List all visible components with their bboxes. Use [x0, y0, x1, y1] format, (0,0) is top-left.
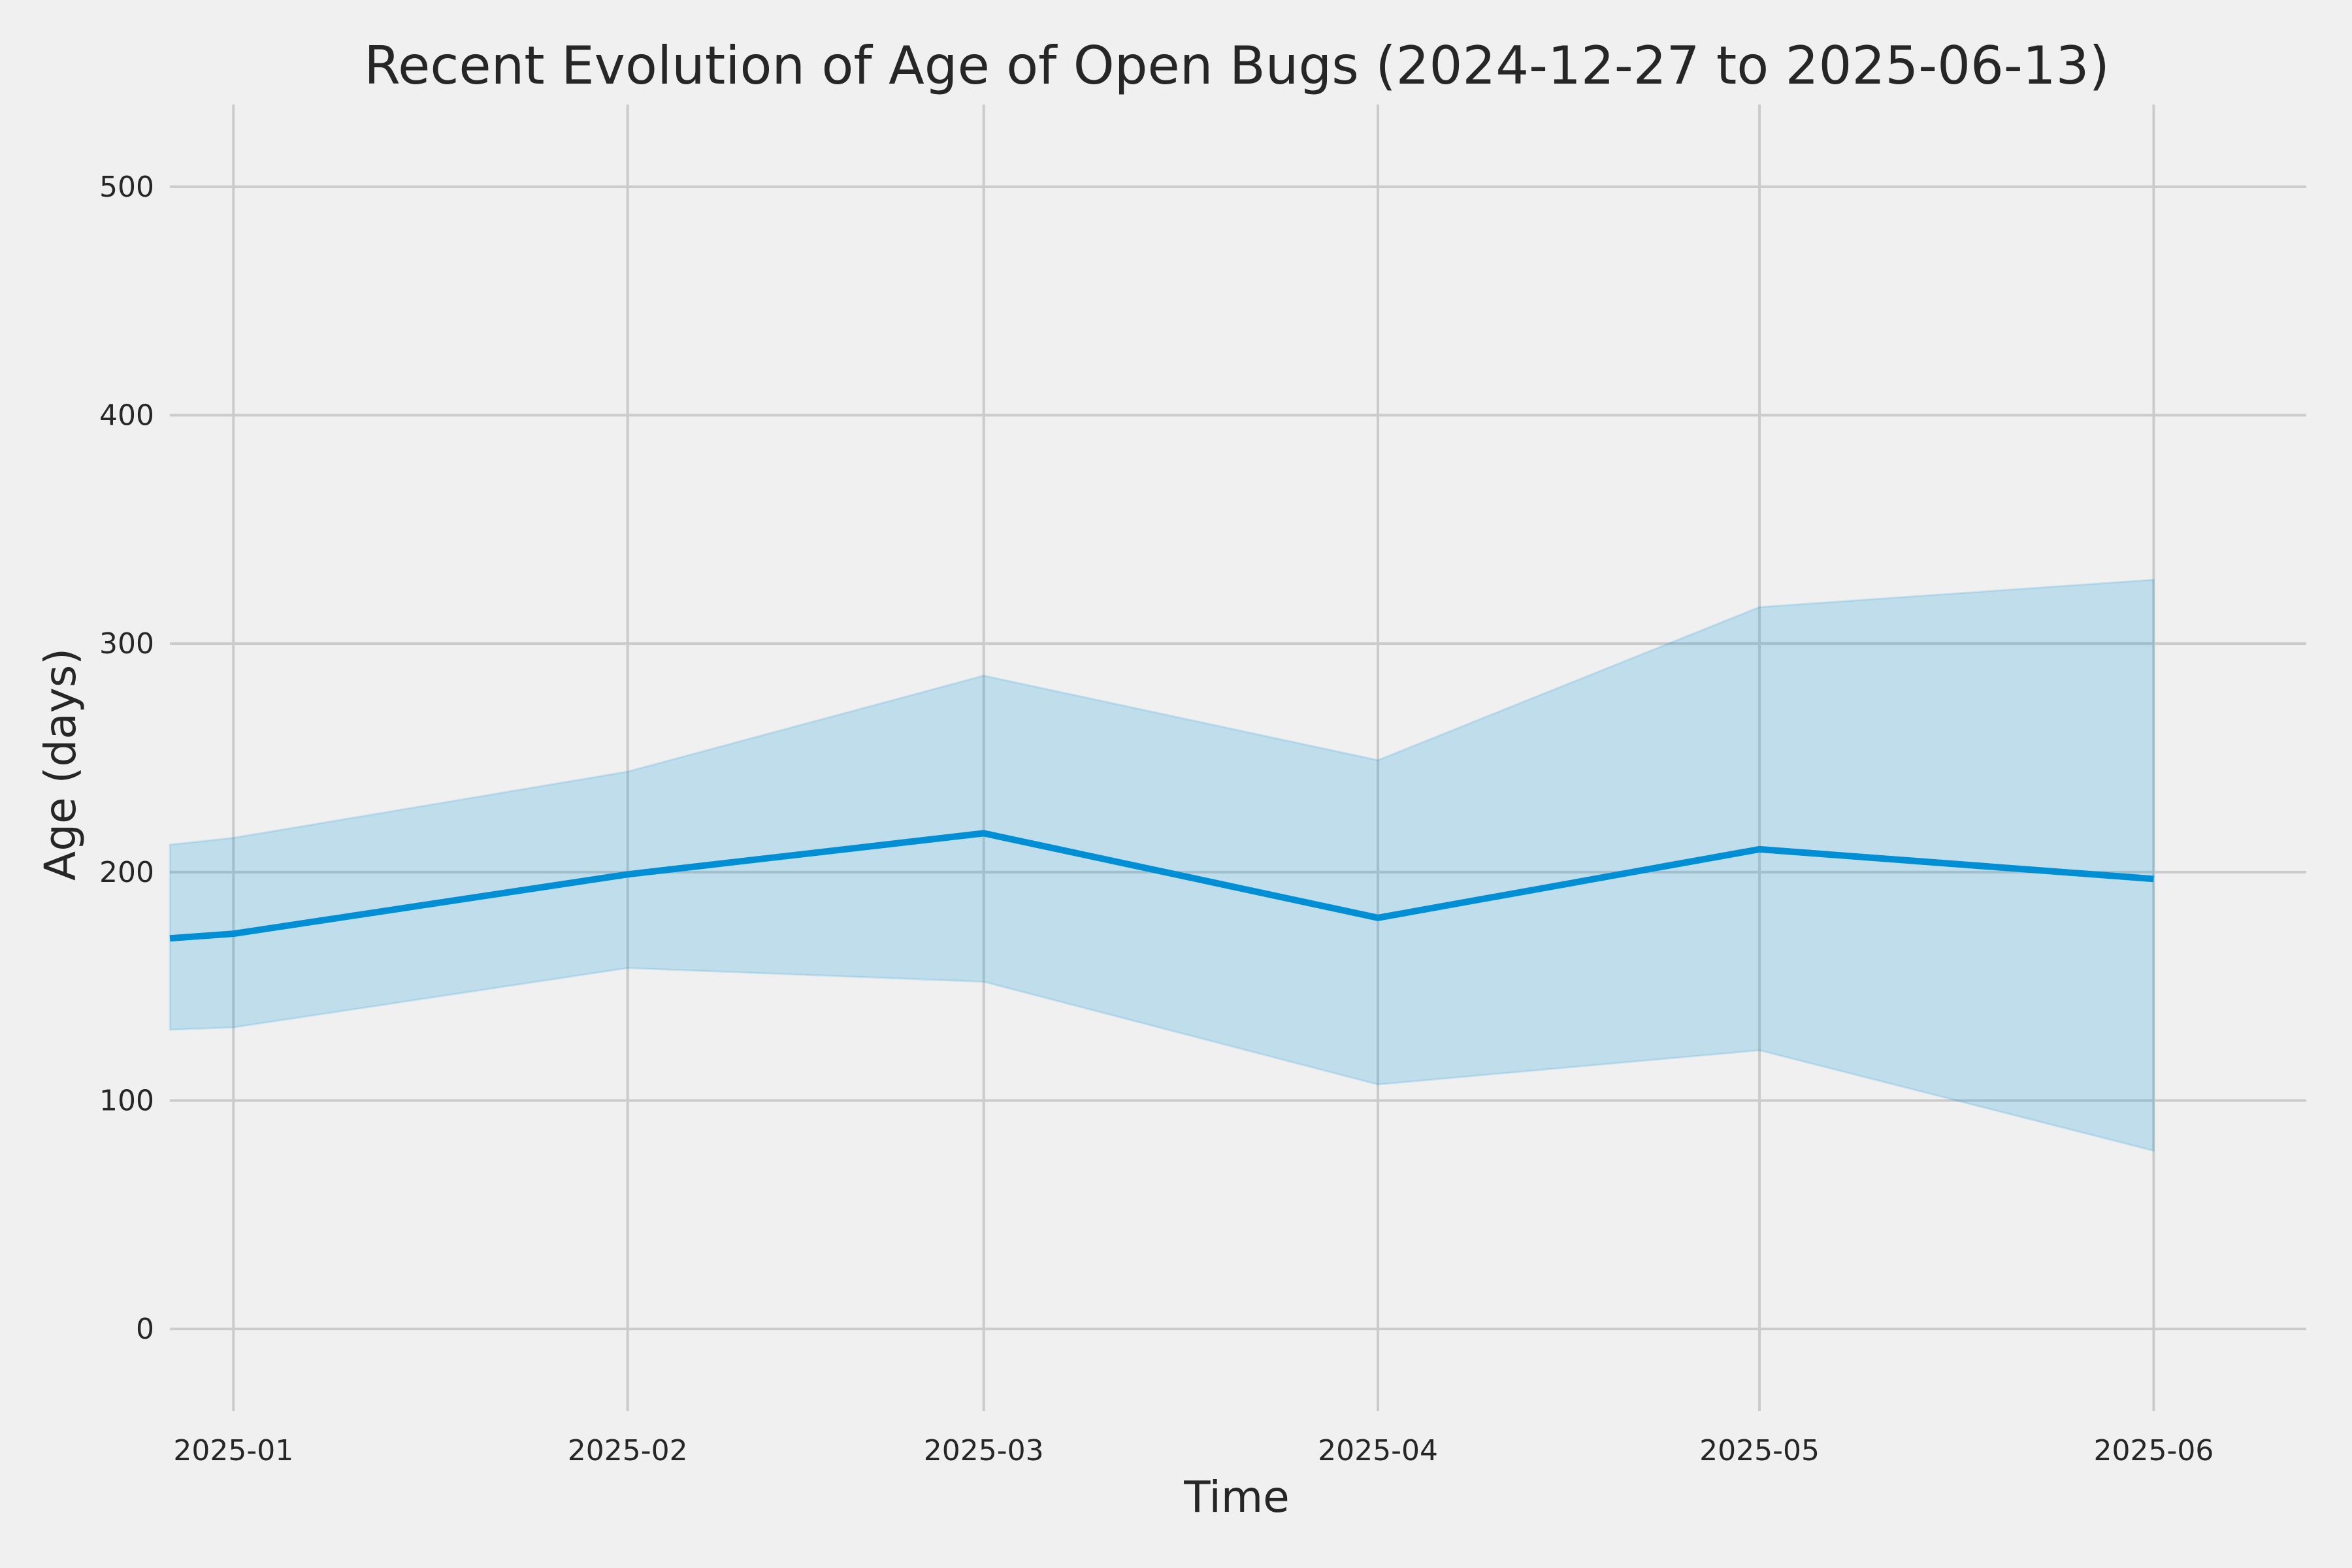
y-tick-label-0: 0 — [136, 1313, 154, 1346]
confidence-bands — [169, 578, 2155, 1152]
x-tick-label-0: 2025-01 — [173, 1434, 293, 1467]
y-tick-label-1: 100 — [99, 1084, 154, 1117]
x-axis-label: Time — [1183, 1472, 1290, 1522]
x-grid — [232, 105, 2155, 1411]
y-tick-label-3: 300 — [99, 627, 154, 661]
x-tick-label-4: 2025-05 — [1699, 1434, 1820, 1467]
series-line-0 — [169, 830, 2154, 942]
y-axis-label: Age (days) — [35, 648, 86, 881]
x-tick-labels: 2025-01 2025-02 2025-03 2025-04 2025-05 2025-… — [173, 1434, 2213, 1467]
series-lines — [169, 830, 2154, 942]
x-tick-label-1: 2025-02 — [568, 1434, 688, 1467]
x-tick-label-3: 2025-04 — [1318, 1434, 1438, 1467]
confidence-band-0 — [169, 578, 2155, 1152]
x-tick-label-5: 2025-06 — [2094, 1434, 2214, 1467]
y-grid — [170, 185, 2306, 1331]
y-tick-label-4: 400 — [99, 399, 154, 433]
y-tick-label-2: 200 — [99, 856, 154, 889]
y-tick-label-5: 500 — [99, 171, 154, 204]
y-tick-labels: 0 100 200 300 400 500 — [99, 171, 154, 1346]
x-tick-label-2: 2025-03 — [924, 1434, 1044, 1467]
chart-title: Recent Evolution of Age of Open Bugs (20… — [364, 35, 2110, 96]
